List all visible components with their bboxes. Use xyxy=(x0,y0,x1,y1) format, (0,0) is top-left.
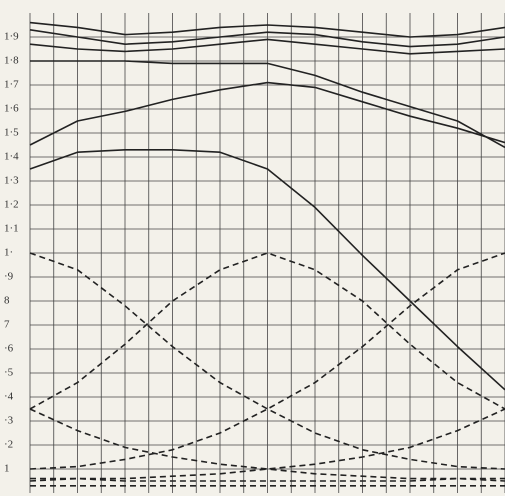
y-tick-label: 1·1 xyxy=(4,223,19,235)
y-tick-label: 1·4 xyxy=(4,151,19,163)
y-tick-label: ·2 xyxy=(4,439,13,451)
line-series xyxy=(30,60,505,149)
line-series xyxy=(30,477,505,482)
line-series xyxy=(29,252,505,410)
y-tick-label: 1·3 xyxy=(4,175,19,187)
y-tick-label: 1·9 xyxy=(4,31,19,43)
y-tick-label: 1·5 xyxy=(4,127,19,139)
line-series xyxy=(29,81,505,146)
line-series xyxy=(29,252,505,470)
line-series xyxy=(29,252,505,470)
y-tick-label: 1 xyxy=(4,463,10,475)
y-tick-label: ·5 xyxy=(4,367,14,379)
y-tick-label: 1·2 xyxy=(4,199,19,211)
y-tick-label: 7 xyxy=(4,319,10,331)
y-tick-label: ·4 xyxy=(4,391,14,403)
y-tick-label: 1·8 xyxy=(4,55,19,67)
line-series xyxy=(29,408,505,482)
y-tick-label: 1·7 xyxy=(4,79,19,91)
line-series xyxy=(29,38,505,55)
line-series xyxy=(29,21,505,38)
y-tick-label: 1·6 xyxy=(4,103,19,115)
line-series xyxy=(29,149,505,391)
y-tick-label: ·3 xyxy=(4,415,14,427)
line-series xyxy=(29,29,505,48)
y-tick-label: 1· xyxy=(4,247,13,259)
y-tick-label: ·6 xyxy=(4,343,14,355)
y-tick-label: 8 xyxy=(4,295,10,307)
y-tick-label: ·9 xyxy=(4,271,14,283)
